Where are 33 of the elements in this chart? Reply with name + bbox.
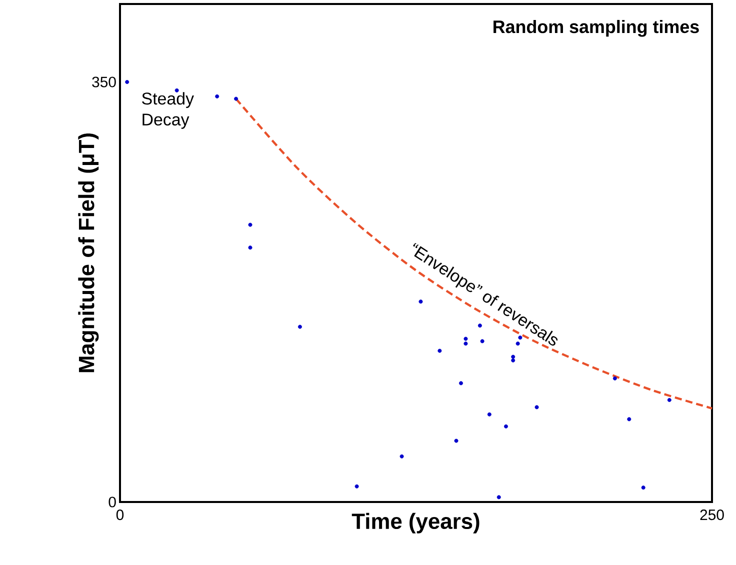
point bbox=[354, 484, 359, 488]
point bbox=[667, 398, 672, 402]
point bbox=[504, 424, 508, 428]
point bbox=[418, 300, 423, 304]
point bbox=[248, 246, 252, 250]
y-tick-label: 350 bbox=[92, 76, 116, 88]
point bbox=[511, 354, 516, 359]
point bbox=[487, 412, 492, 416]
point bbox=[511, 358, 516, 362]
point bbox=[478, 324, 482, 328]
point bbox=[400, 454, 404, 458]
point bbox=[612, 376, 617, 380]
point bbox=[496, 495, 501, 500]
annotation: Steady Decay bbox=[142, 92, 194, 129]
point bbox=[458, 381, 463, 386]
point bbox=[298, 324, 302, 329]
point bbox=[234, 96, 238, 101]
y-axis-title: Magnitude of Field (μT) bbox=[78, 134, 99, 372]
point bbox=[125, 80, 130, 84]
point bbox=[534, 405, 539, 410]
line-series bbox=[234, 98, 714, 410]
point bbox=[248, 222, 252, 227]
text: Random sampling times bbox=[494, 20, 699, 37]
point bbox=[438, 348, 442, 353]
point bbox=[480, 339, 484, 344]
point bbox=[641, 486, 646, 490]
point bbox=[454, 438, 458, 443]
point bbox=[464, 336, 468, 341]
point bbox=[215, 94, 220, 98]
point bbox=[627, 417, 632, 422]
x-tick-label: 250 bbox=[700, 510, 724, 520]
x-axis-title: Time (years) bbox=[352, 512, 480, 534]
point bbox=[464, 342, 468, 346]
